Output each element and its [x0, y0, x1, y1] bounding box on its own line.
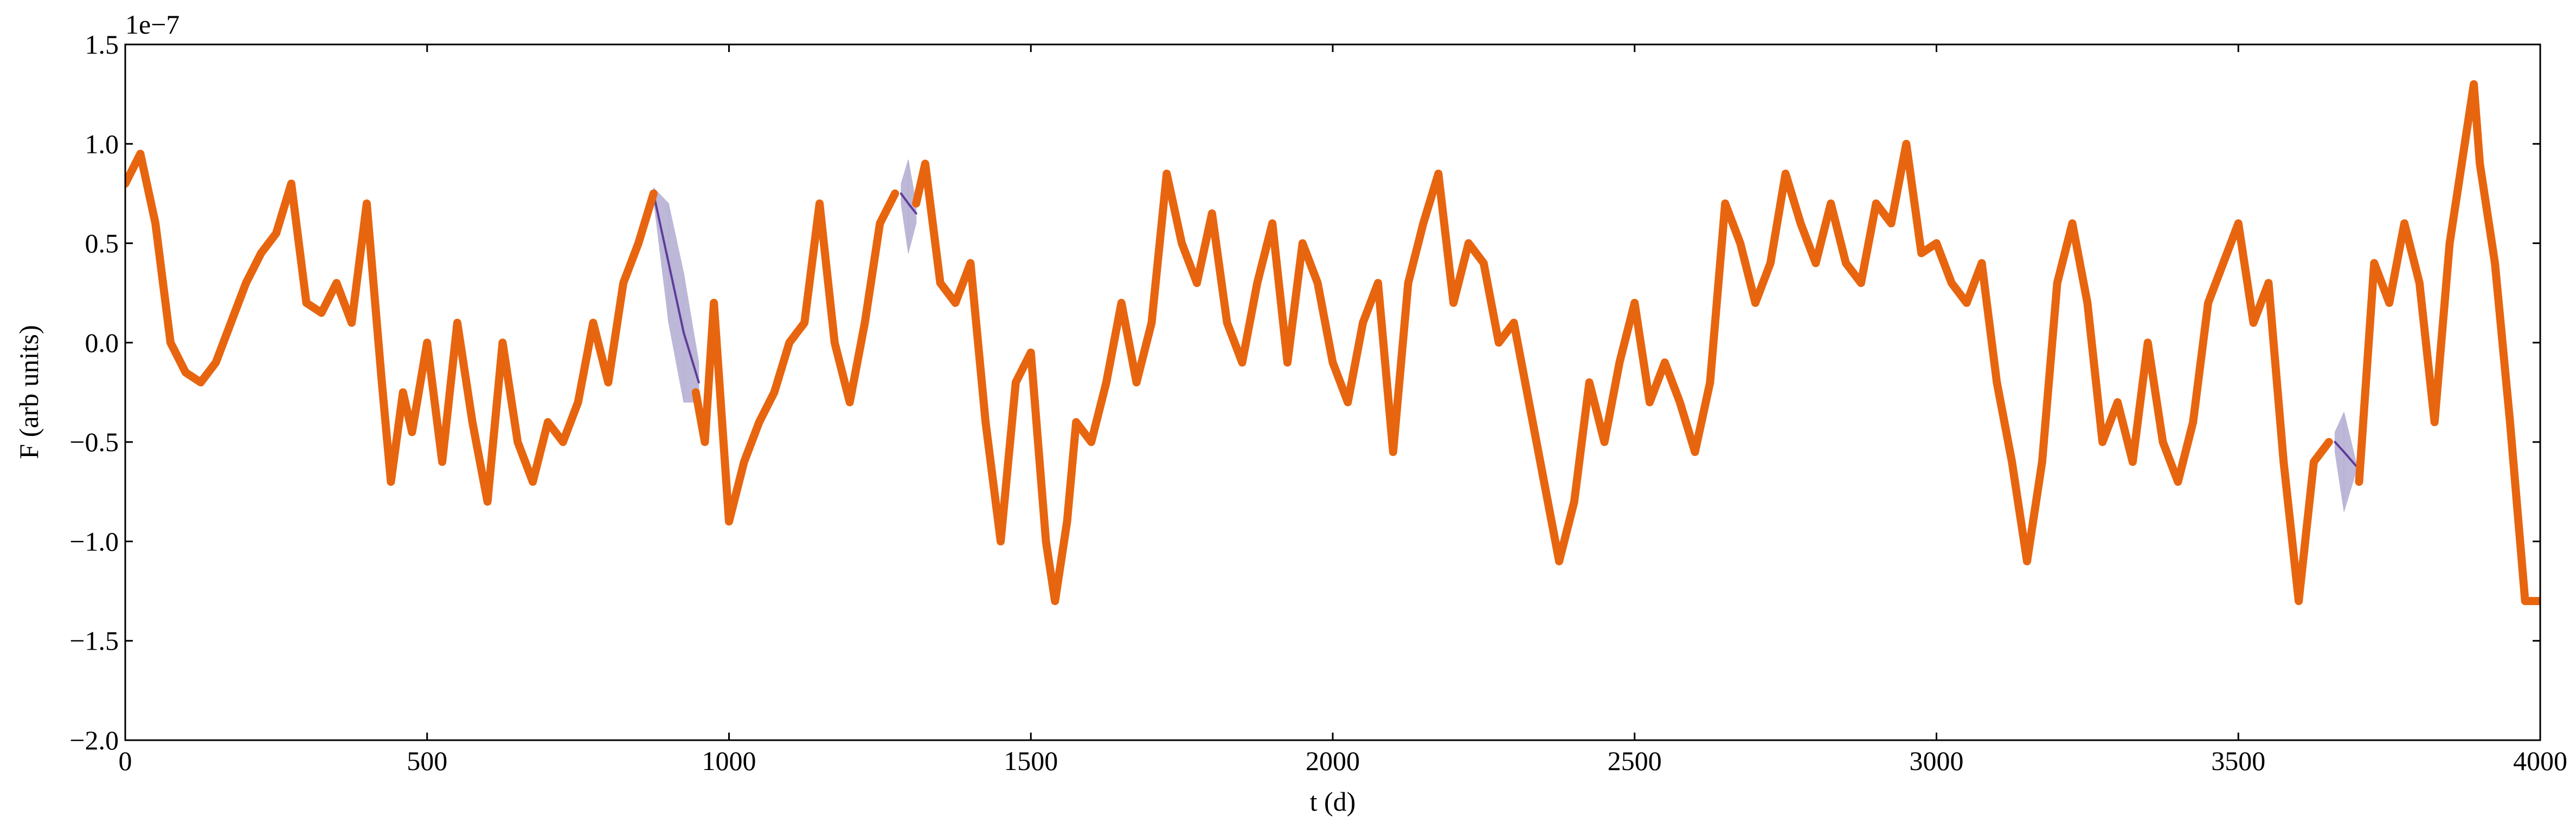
data-line — [125, 80, 2540, 605]
x-axis-label: t (d) — [1310, 786, 1356, 817]
x-tick-label: 3500 — [2211, 746, 2265, 776]
confidence-band — [901, 159, 909, 253]
x-tick-label: 2000 — [1306, 746, 1360, 776]
x-tick-label: 4000 — [2513, 746, 2567, 776]
plot-frame — [124, 43, 2541, 741]
x-tick-label: 500 — [407, 746, 447, 776]
y-tick-label: 1.5 — [85, 29, 119, 60]
x-tick-label: 0 — [119, 746, 132, 776]
y-tick-label: 1.0 — [85, 129, 119, 159]
x-tick-label: 1000 — [702, 746, 756, 776]
confidence-band — [908, 159, 917, 254]
x-tick-label: 1500 — [1004, 746, 1058, 776]
confidence-band — [2334, 412, 2344, 512]
y-axis-label: F (arb units) — [14, 325, 44, 459]
confidence-band — [2343, 412, 2356, 512]
model-line — [652, 192, 2357, 467]
x-tick-label: 3000 — [1910, 746, 1964, 776]
y-tick-label: −1.0 — [69, 526, 119, 556]
offset-text: 1e−7 — [125, 9, 179, 40]
y-tick-label: −1.5 — [69, 626, 119, 656]
y-tick-label: 0.0 — [85, 328, 119, 358]
y-tick-label: −2.0 — [69, 725, 119, 755]
y-tick-label: 0.5 — [85, 228, 119, 259]
x-tick-label: 2500 — [1608, 746, 1662, 776]
y-tick-label: −0.5 — [69, 427, 119, 457]
